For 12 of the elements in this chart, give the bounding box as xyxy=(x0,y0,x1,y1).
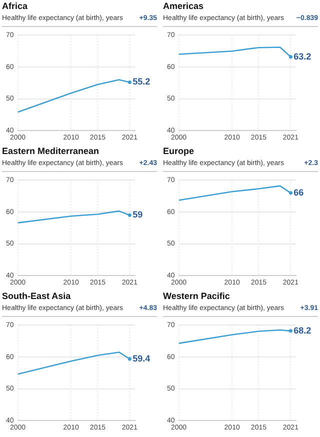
data-label: 66 xyxy=(294,187,304,198)
data-label: 59 xyxy=(132,210,143,220)
chart-title: Americas xyxy=(163,1,205,12)
data-label: 55.2 xyxy=(132,76,150,87)
chart-title: Europe xyxy=(163,146,196,157)
chart-title: Western Pacific xyxy=(163,291,231,302)
data-label: 68.2 xyxy=(294,325,312,336)
chart-title: South-East Asia xyxy=(2,291,72,302)
chart-title: Africa xyxy=(2,1,29,12)
chart-title: Eastern Mediterranean xyxy=(2,146,100,157)
data-label: 59.4 xyxy=(132,353,150,364)
data-label: 63.2 xyxy=(294,51,312,62)
